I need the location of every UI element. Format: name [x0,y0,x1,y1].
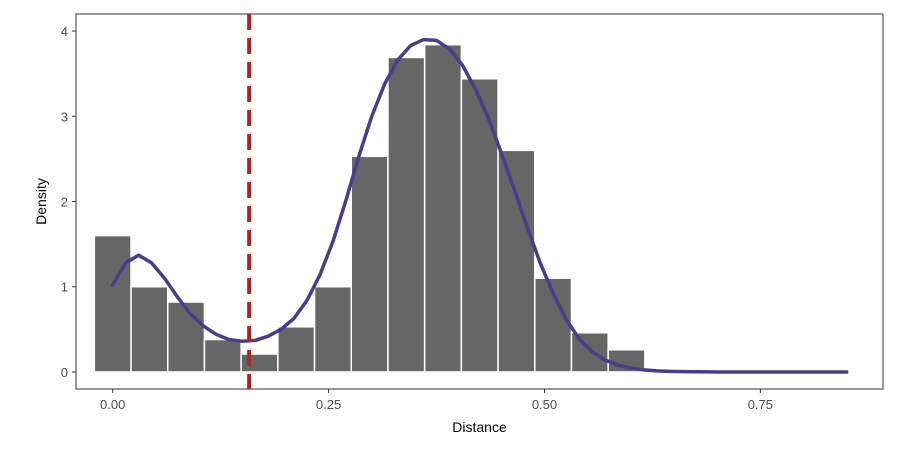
histogram-bar [497,149,536,373]
density-curve [110,37,849,374]
histogram-bar [313,285,353,373]
x-tick-label: 0.00 [100,397,125,412]
x-axis-ticks: 0.00 0.25 0.50 0.75 [100,389,773,412]
x-tick-label: 0.75 [748,397,773,412]
histogram-bar [130,285,169,373]
histogram-bar [350,155,389,373]
histogram-bars [93,43,683,373]
x-tick-label: 0.25 [316,397,341,412]
histogram-bar [387,56,426,373]
y-tick-label: 1 [61,280,68,295]
y-axis-ticks: 0 1 2 3 4 [61,24,76,380]
x-tick-label: 0.50 [532,397,557,412]
histogram-bar [203,338,242,373]
x-axis-title: Distance [452,419,507,435]
histogram-bar [93,234,132,373]
y-tick-label: 4 [61,24,68,39]
density-curve-layer [110,37,849,374]
y-tick-label: 0 [61,365,68,380]
histogram-bar [167,301,206,373]
y-axis-title: Density [33,178,49,225]
histogram-bar [277,326,316,373]
y-tick-label: 2 [61,195,68,210]
y-tick-label: 3 [61,109,68,124]
histogram-bar [423,43,463,373]
histogram-bar [460,78,499,373]
histogram-bar [240,353,279,373]
